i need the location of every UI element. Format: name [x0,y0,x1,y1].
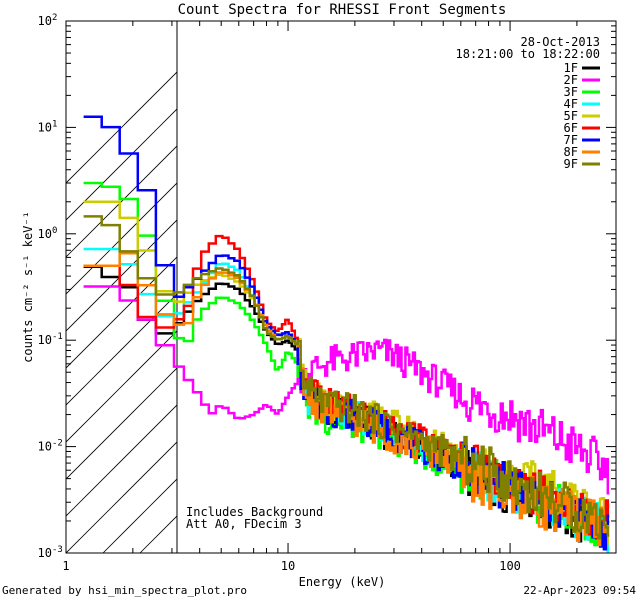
y-tick-label: 10 [38,546,52,560]
x-tick-label: 1 [62,559,69,573]
legend-label-3f: 3F [564,85,578,99]
y-tick-label: 10 [38,120,52,134]
plot-frame [65,20,617,554]
x-tick-label: 100 [499,559,521,573]
y-tick-label: 10 [38,14,52,28]
legend-label-5f: 5F [564,109,578,123]
hatch-line [66,145,177,258]
hatch-line [66,367,177,480]
y-tick-exponent: 2 [52,13,57,23]
y-tick-exponent: 0 [52,226,57,236]
footer-timestamp: 22-Apr-2023 09:54 [523,584,636,597]
y-axis-label: counts cm⁻² s⁻¹ keV⁻¹ [21,211,35,363]
series-line-9f [83,215,610,540]
hatch-line [102,478,177,553]
hatch-line [251,0,640,553]
y-tick-exponent: -3 [52,545,63,555]
legend-label-9f: 9F [564,157,578,171]
series-layer [83,115,610,553]
y-tick-exponent: -2 [52,439,63,449]
x-tick-labels: 1 10 100 [62,559,521,573]
legend-label-2f: 2F [564,73,578,87]
footer-generated-by: Generated by hsi_min_spectra_plot.pro [2,584,247,597]
y-tick-exponent: -1 [52,332,63,342]
hatch-line [66,219,177,332]
hatch-line [66,404,177,517]
legend-label-7f: 7F [564,133,578,147]
x-tick-label: 10 [281,559,295,573]
hatch-line [66,71,177,184]
excluded-region-hatch [66,0,640,553]
y-tick-exponent: 1 [52,119,57,129]
axis-ticks [65,20,617,554]
hatch-line [66,441,177,553]
y-tick-label: 10 [38,333,52,347]
legend-label-4f: 4F [564,97,578,111]
chart-title: Count Spectra for RHESSI Front Segments [178,2,507,18]
hatch-line [547,0,640,553]
info-date: 28-Oct-2013 [521,35,600,49]
note-attenuator: Att A0, FDecim 3 [186,517,302,531]
info-time-range: 18:21:00 to 18:22:00 [456,47,601,61]
x-axis-label: Energy (keV) [299,575,386,589]
legend-label-8f: 8F [564,145,578,159]
y-tick-label: 10 [38,227,52,241]
legend-label-1f: 1F [564,61,578,75]
hatch-line [66,182,177,295]
legend-label-6f: 6F [564,121,578,135]
y-tick-label: 10 [38,440,52,454]
note-background: Includes Background [186,505,323,519]
